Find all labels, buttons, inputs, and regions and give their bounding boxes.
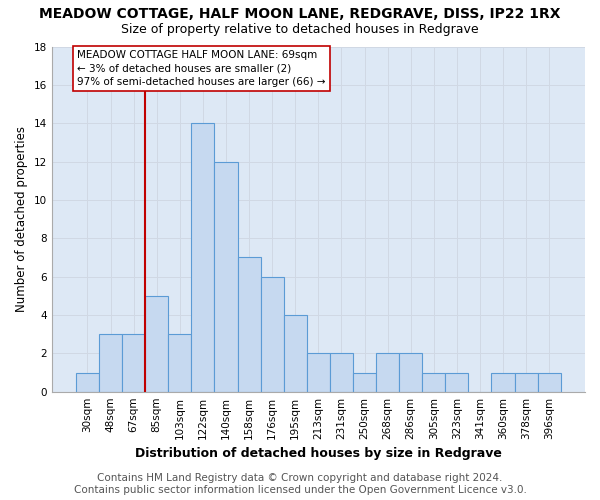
Bar bbox=[238, 258, 260, 392]
Y-axis label: Number of detached properties: Number of detached properties bbox=[15, 126, 28, 312]
Text: MEADOW COTTAGE, HALF MOON LANE, REDGRAVE, DISS, IP22 1RX: MEADOW COTTAGE, HALF MOON LANE, REDGRAVE… bbox=[39, 8, 561, 22]
X-axis label: Distribution of detached houses by size in Redgrave: Distribution of detached houses by size … bbox=[135, 447, 502, 460]
Bar bbox=[330, 354, 353, 392]
Bar bbox=[422, 372, 445, 392]
Bar bbox=[76, 372, 99, 392]
Bar bbox=[399, 354, 422, 392]
Bar bbox=[99, 334, 122, 392]
Bar bbox=[214, 162, 238, 392]
Text: Contains HM Land Registry data © Crown copyright and database right 2024.
Contai: Contains HM Land Registry data © Crown c… bbox=[74, 474, 526, 495]
Bar bbox=[284, 315, 307, 392]
Bar bbox=[353, 372, 376, 392]
Bar bbox=[491, 372, 515, 392]
Bar bbox=[538, 372, 561, 392]
Bar bbox=[307, 354, 330, 392]
Bar bbox=[122, 334, 145, 392]
Bar bbox=[191, 123, 214, 392]
Bar bbox=[145, 296, 168, 392]
Bar bbox=[515, 372, 538, 392]
Bar bbox=[168, 334, 191, 392]
Bar bbox=[260, 276, 284, 392]
Bar bbox=[376, 354, 399, 392]
Text: MEADOW COTTAGE HALF MOON LANE: 69sqm
← 3% of detached houses are smaller (2)
97%: MEADOW COTTAGE HALF MOON LANE: 69sqm ← 3… bbox=[77, 50, 326, 86]
Bar bbox=[445, 372, 469, 392]
Text: Size of property relative to detached houses in Redgrave: Size of property relative to detached ho… bbox=[121, 22, 479, 36]
